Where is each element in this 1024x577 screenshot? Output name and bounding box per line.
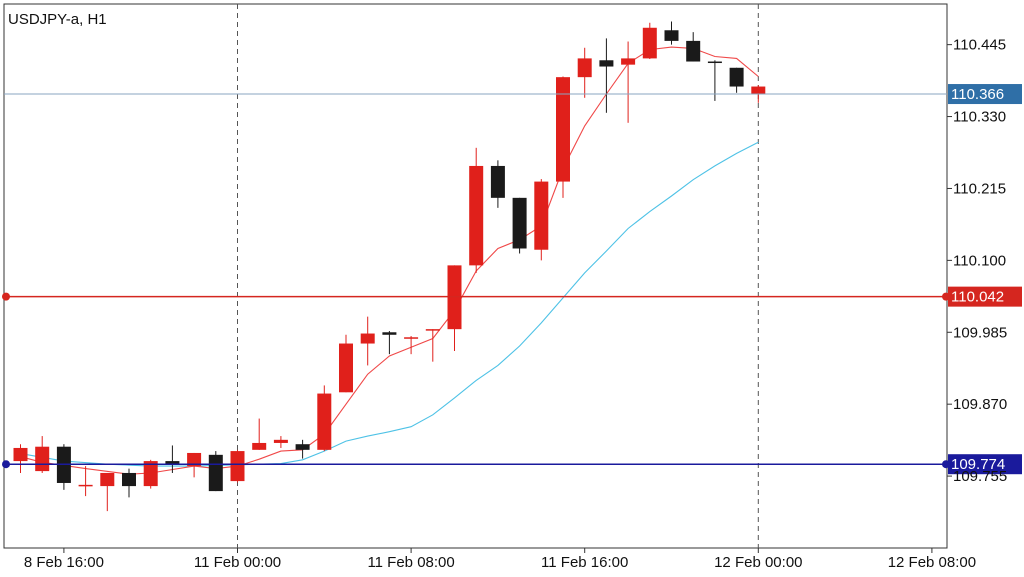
candle-body (208, 454, 223, 492)
candle (339, 334, 353, 393)
candle-body (317, 393, 332, 450)
x-tick-label: 11 Feb 00:00 (194, 554, 281, 571)
candle (664, 21, 679, 45)
candle-body (35, 446, 50, 472)
candle-body (599, 60, 614, 67)
red-level-handle-left[interactable] (2, 292, 10, 301)
candle (512, 197, 527, 254)
candle-body (13, 447, 28, 462)
candle (642, 22, 657, 60)
candle (469, 147, 484, 273)
red-level-tag (948, 286, 1022, 307)
candle-body (512, 197, 527, 249)
candle-body (425, 329, 440, 331)
candle (729, 67, 744, 93)
candle-body (577, 58, 592, 78)
candle-body (556, 77, 570, 182)
candle-body (252, 442, 267, 450)
candle-body (78, 484, 93, 487)
current-price-tag (948, 84, 1022, 105)
y-tick-label: 109.870 (953, 396, 1007, 413)
blue-level-tag (948, 454, 1022, 475)
candle-body (490, 165, 505, 198)
current-price-tag-label: 110.366 (951, 86, 1004, 103)
candle-body (664, 30, 679, 41)
y-tick-label: 110.215 (953, 180, 1006, 197)
fast-ma-line (20, 46, 759, 475)
candle-body (729, 67, 744, 87)
candle (187, 452, 202, 478)
candle (230, 449, 245, 483)
x-tick-label: 11 Feb 08:00 (367, 554, 454, 571)
moving-averages (20, 46, 759, 475)
candle-body (187, 452, 202, 467)
candle-body (642, 27, 657, 59)
x-tick-label: 11 Feb 16:00 (541, 554, 628, 571)
candle-body (751, 86, 766, 95)
y-tick-label: 110.445 (953, 37, 1006, 54)
candle-body (165, 461, 180, 465)
plot-frame (3, 3, 948, 549)
candle-body (273, 439, 288, 443)
candle-body (100, 472, 115, 487)
candle (13, 444, 28, 473)
blue-level-handle-left[interactable] (2, 460, 10, 469)
candle (621, 41, 636, 123)
y-tick-label: 109.985 (953, 324, 1007, 341)
candle-body (360, 333, 375, 344)
y-tick-label: 109.755 (953, 468, 1007, 485)
candle (556, 76, 570, 198)
candle (534, 179, 549, 261)
candle (317, 385, 332, 452)
candle (360, 316, 375, 366)
candle (425, 329, 440, 362)
candle (382, 331, 397, 355)
candle-body (686, 40, 701, 62)
candles (13, 21, 766, 512)
candle-body (295, 444, 310, 450)
candle (490, 160, 505, 208)
price-levels: 110.366 110.042 109.774 (2, 84, 1022, 475)
x-tick-label: 12 Feb 00:00 (714, 554, 802, 571)
candle-body (230, 451, 245, 482)
candle (100, 472, 115, 512)
candle (273, 436, 288, 448)
candle (208, 451, 223, 492)
candle-body (707, 61, 722, 64)
candle-body (469, 165, 484, 266)
candle (56, 444, 71, 490)
candle (577, 47, 592, 98)
x-tick-label: 8 Feb 16:00 (24, 554, 104, 571)
axes: 109.755 109.870 109.985 110.100 110.215 110.3… (24, 37, 1007, 571)
y-tick-label: 110.100 (953, 252, 1006, 269)
red-level-tag-label: 110.042 (951, 289, 1004, 306)
candle-body (534, 181, 549, 250)
y-tick-label: 110.330 (953, 109, 1006, 126)
candle-body (382, 332, 397, 335)
x-tick-label: 12 Feb 08:00 (888, 554, 976, 571)
candle (252, 418, 267, 450)
candle (404, 336, 419, 355)
candle-body (339, 343, 353, 393)
candle-body (122, 472, 136, 487)
slow-ma-line (20, 141, 759, 467)
candle (165, 445, 180, 473)
candle (447, 265, 462, 352)
candle-body (404, 337, 419, 339)
candle (122, 468, 136, 498)
candle (686, 32, 701, 62)
candle-body (143, 461, 158, 487)
candle-body (621, 58, 636, 65)
blue-level-tag-label: 109.774 (951, 456, 1005, 473)
chart-title: USDJPY-a, H1 (8, 11, 107, 28)
candle (295, 439, 310, 459)
candle (35, 436, 50, 473)
candle (599, 38, 614, 113)
candle (707, 60, 722, 101)
candle (78, 466, 93, 497)
